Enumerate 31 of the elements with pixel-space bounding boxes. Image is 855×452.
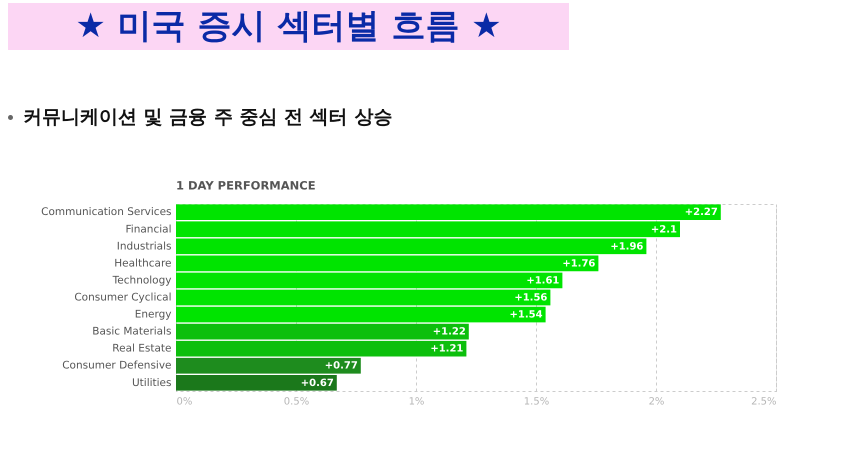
data-label: +1.56 bbox=[514, 292, 548, 304]
chart-subtitle: 커뮤니케이션 및 금융 주 중심 전 섹터 상승 bbox=[23, 106, 392, 128]
y-tick-label: Consumer Defensive bbox=[62, 360, 172, 372]
data-label: +1.54 bbox=[510, 310, 543, 321]
x-tick-label: 0.5% bbox=[284, 396, 310, 408]
chart-title: 1 DAY PERFORMANCE bbox=[176, 178, 316, 192]
y-tick-label: Consumer Cyclical bbox=[74, 292, 172, 304]
text: ★ 미국 증시 섹터별 흐름 ★ bbox=[8, 3, 569, 50]
x-tick-label: 2% bbox=[648, 396, 664, 408]
y-tick-label: Industrials bbox=[116, 240, 172, 252]
x-tick-label: 0% bbox=[176, 396, 192, 408]
data-label: +1.21 bbox=[430, 344, 464, 355]
data-label: +1.22 bbox=[432, 326, 466, 338]
y-tick-label: Healthcare bbox=[114, 257, 172, 270]
y-tick-label: Technology bbox=[112, 274, 172, 286]
data-label: +2.1 bbox=[650, 224, 678, 236]
x-tick-label: 2.5% bbox=[751, 396, 776, 408]
y-tick-label: Utilities bbox=[132, 376, 172, 389]
y-tick-label: Financial bbox=[126, 223, 172, 236]
data-label: +1.61 bbox=[526, 275, 560, 286]
x-tick-label: 1.5% bbox=[524, 396, 550, 408]
data-label: +1.76 bbox=[562, 258, 596, 270]
data-label: +0.67 bbox=[300, 378, 334, 389]
y-tick-label: Communication Services bbox=[41, 206, 172, 218]
data-label: +1.96 bbox=[610, 241, 644, 252]
data-label: +2.27 bbox=[684, 207, 718, 218]
y-tick-label: Basic Materials bbox=[92, 326, 172, 338]
y-tick-label: Energy bbox=[134, 308, 172, 321]
y-tick-label: Real Estate bbox=[112, 342, 172, 355]
x-tick-label: 1% bbox=[408, 396, 424, 408]
data-label: +0.77 bbox=[324, 360, 358, 372]
